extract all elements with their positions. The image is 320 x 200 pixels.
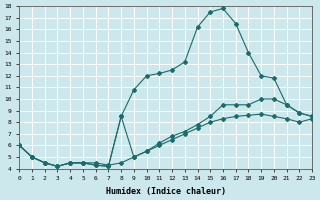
X-axis label: Humidex (Indice chaleur): Humidex (Indice chaleur) — [106, 187, 226, 196]
